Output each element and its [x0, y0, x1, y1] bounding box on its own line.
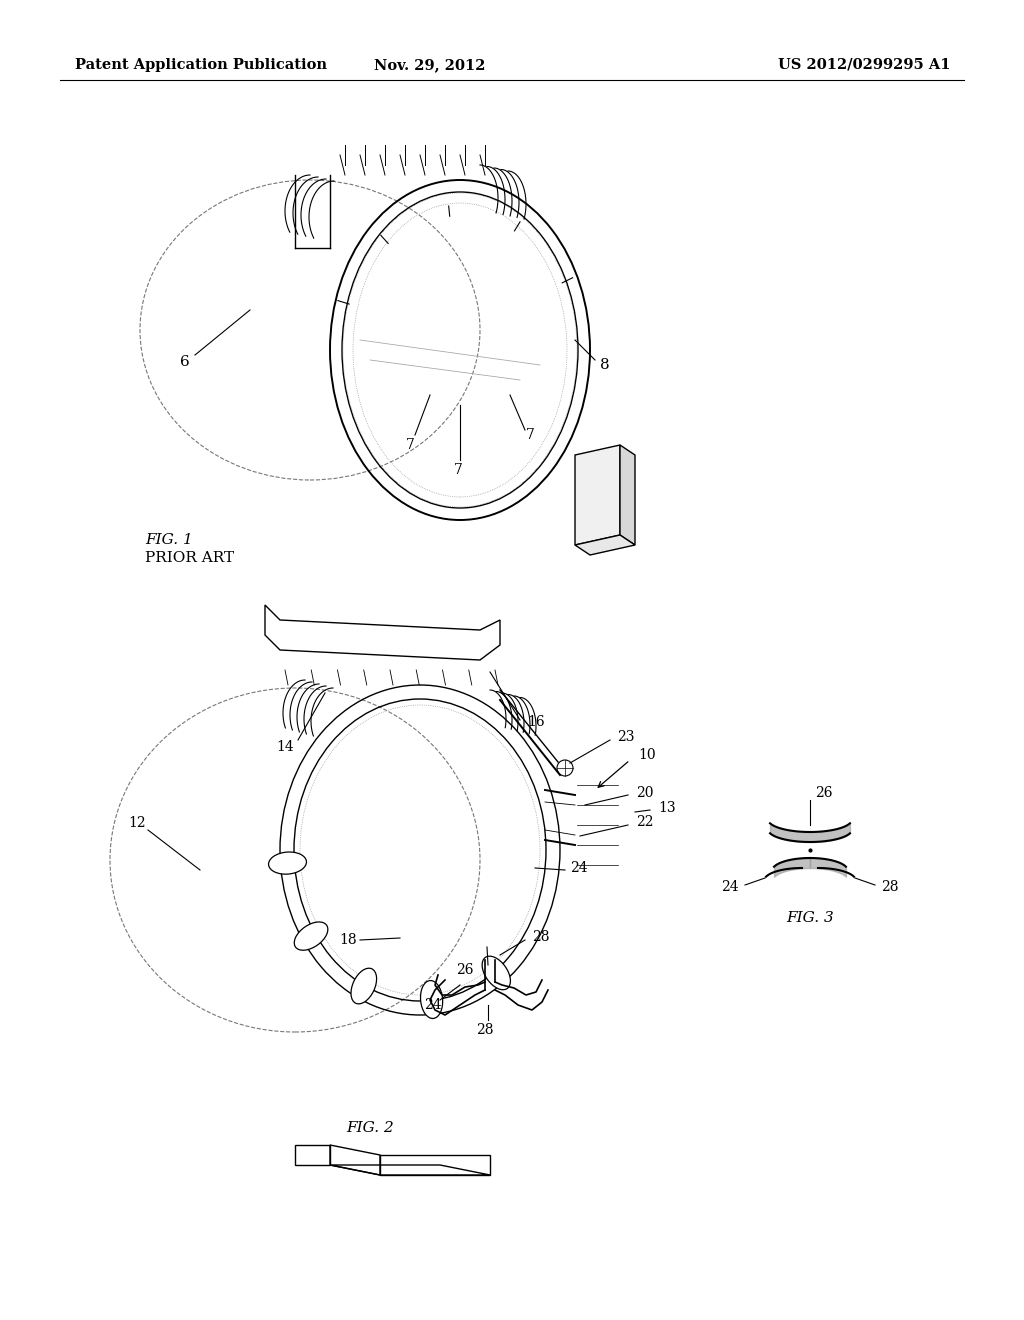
Text: 28: 28 — [476, 1023, 494, 1038]
Ellipse shape — [294, 921, 328, 950]
Text: 24: 24 — [424, 998, 441, 1012]
Text: PRIOR ART: PRIOR ART — [145, 550, 234, 565]
Text: Nov. 29, 2012: Nov. 29, 2012 — [374, 58, 485, 73]
Ellipse shape — [351, 968, 377, 1005]
Polygon shape — [575, 535, 635, 554]
Text: 23: 23 — [617, 730, 635, 744]
Text: 13: 13 — [658, 801, 676, 814]
Text: 8: 8 — [600, 358, 610, 372]
Text: 7: 7 — [406, 438, 415, 451]
Text: 7: 7 — [454, 463, 463, 477]
Text: 16: 16 — [527, 715, 545, 729]
Text: 24: 24 — [721, 880, 738, 894]
Text: 10: 10 — [638, 748, 655, 762]
Text: 24: 24 — [570, 861, 588, 875]
Polygon shape — [575, 445, 620, 545]
Text: 20: 20 — [636, 785, 653, 800]
Text: 26: 26 — [457, 964, 474, 977]
Text: Patent Application Publication: Patent Application Publication — [75, 58, 327, 73]
Ellipse shape — [482, 956, 510, 990]
Text: 7: 7 — [525, 428, 535, 442]
Ellipse shape — [268, 851, 306, 874]
Text: 22: 22 — [636, 814, 653, 829]
Text: 14: 14 — [276, 741, 294, 754]
Text: FIG. 2: FIG. 2 — [346, 1121, 394, 1135]
Text: 18: 18 — [339, 933, 356, 946]
Ellipse shape — [421, 981, 442, 1019]
Text: FIG. 1: FIG. 1 — [145, 533, 193, 546]
Text: FIG. 3: FIG. 3 — [786, 911, 834, 925]
Text: 26: 26 — [815, 785, 833, 800]
Text: 28: 28 — [882, 880, 899, 894]
Text: 6: 6 — [180, 355, 189, 370]
Polygon shape — [620, 445, 635, 545]
Text: 12: 12 — [128, 816, 145, 830]
Text: 28: 28 — [532, 931, 550, 944]
Text: US 2012/0299295 A1: US 2012/0299295 A1 — [777, 58, 950, 73]
